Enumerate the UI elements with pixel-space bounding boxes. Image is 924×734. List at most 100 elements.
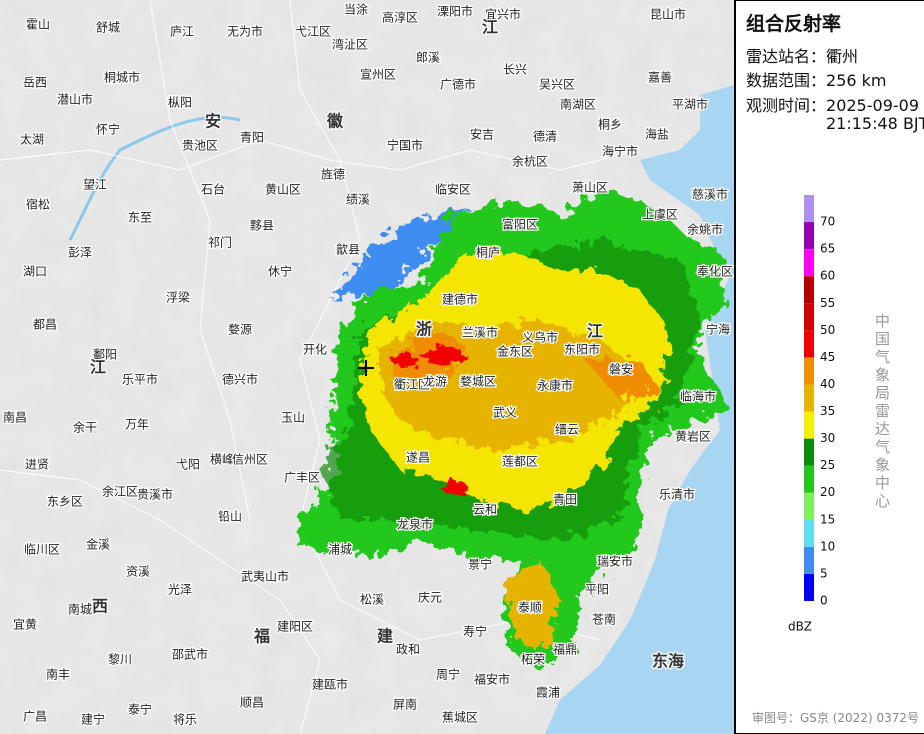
place-label: 义乌市 <box>522 330 558 345</box>
legend-tick-label: 60 <box>820 269 835 283</box>
credit: 中国气象局雷达气象中心 <box>873 313 891 511</box>
echo-heavy <box>585 360 660 400</box>
region-label: 西 <box>92 597 108 616</box>
legend-tick-label: 15 <box>820 512 835 526</box>
legend-swatch <box>804 222 814 250</box>
time-date: 2025-09-09 <box>826 96 919 115</box>
place-label: 信州区 <box>232 453 268 467</box>
place-label: 桐乡 <box>598 118 622 132</box>
place-label: 金溪 <box>86 537 110 552</box>
place-label: 苍南 <box>592 612 616 627</box>
place-label: 乐清市 <box>659 487 695 502</box>
place-label: 兰溪市 <box>462 325 498 340</box>
legend-swatch <box>804 465 814 493</box>
legend-tick-label: 50 <box>820 323 835 337</box>
legend-swatch <box>804 195 814 223</box>
place-label: 霞浦 <box>536 686 560 700</box>
panel-title: 组合反射率 <box>746 13 842 35</box>
legend-swatch <box>804 330 814 358</box>
legend-tick-label: 0 <box>820 594 828 608</box>
place-label: 昆山市 <box>650 7 686 22</box>
place-label: 青田 <box>553 493 577 507</box>
place-label: 宁国市 <box>387 138 423 153</box>
place-label: 将乐 <box>173 713 197 727</box>
legend-tick-label: 55 <box>820 296 835 310</box>
legend-tick-label: 10 <box>820 539 835 553</box>
place-label: 黎川 <box>108 653 132 667</box>
time-row: 观测时间：2025-09-09 <box>746 92 919 116</box>
legend-swatch <box>804 492 814 520</box>
place-label: 弋阳 <box>176 458 200 472</box>
place-label: 福安市 <box>474 672 510 687</box>
place-label: 石台 <box>201 182 225 197</box>
place-label: 溧阳市 <box>437 4 473 19</box>
place-label: 潜山市 <box>57 92 93 107</box>
place-label: 南昌 <box>3 410 27 425</box>
region-label: 福 <box>253 627 270 646</box>
legend-swatch <box>804 519 814 547</box>
time-clock: 21:15:48 BJT <box>826 114 924 133</box>
place-label: 福鼎 <box>553 642 577 657</box>
legend-tick-label: 30 <box>820 431 835 445</box>
place-label: 遂昌 <box>406 451 430 465</box>
sea <box>545 85 734 734</box>
place-label: 婺源 <box>228 322 252 337</box>
echo-intense <box>391 354 419 366</box>
place-label: 东至 <box>128 211 152 225</box>
place-label: 庆元 <box>418 591 442 605</box>
place-label: 南城 <box>68 602 92 617</box>
place-label: 武义 <box>493 406 517 420</box>
place-label: 蕉城区 <box>442 711 478 725</box>
place-label: 舒城 <box>96 21 120 35</box>
place-label: 屏南 <box>393 697 417 712</box>
legend: dBZ 0 5 10 15 20 25 30 35 40 45 50 55 60 65 70 <box>788 195 835 634</box>
info-panel: 组合反射率 雷达站名：衢州 数据范围：256 km 观测时间：2025-09-0… <box>734 0 924 734</box>
place-label: 磐安 <box>609 362 633 377</box>
place-label: 长兴 <box>503 63 527 77</box>
place-label: 太湖 <box>20 132 44 147</box>
place-label: 嘉善 <box>648 70 672 85</box>
place-label: 歙县 <box>336 242 360 257</box>
field-label: 雷达站名： <box>746 47 827 66</box>
place-label: 宜黄 <box>13 617 37 632</box>
legend-tick-label: 20 <box>820 485 835 499</box>
boundaries <box>0 0 641 734</box>
legend-swatch <box>804 411 814 439</box>
place-label: 缙云 <box>555 423 579 437</box>
place-label: 东乡区 <box>47 495 83 509</box>
place-label: 郎溪 <box>416 51 440 65</box>
place-label: 海盐 <box>645 127 669 142</box>
place-label: 青阳 <box>240 131 264 145</box>
place-label: 旌德 <box>321 167 345 182</box>
echo-intense <box>420 346 464 364</box>
place-label: 彭泽 <box>68 246 92 260</box>
place-label: 余干 <box>73 420 97 435</box>
radar-echo <box>295 190 730 670</box>
region-label: 东海 <box>652 652 684 671</box>
place-label: 富阳区 <box>502 217 538 232</box>
station-name: 衢州 <box>826 47 859 66</box>
radar-station <box>358 360 374 376</box>
place-label: 龙游 <box>423 375 447 389</box>
place-label: 休宁 <box>268 264 292 279</box>
place-label: 弋江区 <box>295 25 331 39</box>
legend-swatch <box>804 438 814 466</box>
legend-tick-label: 5 <box>820 566 828 580</box>
place-label: 武夷山市 <box>241 569 289 584</box>
place-label: 玉山 <box>281 411 305 425</box>
place-label: 霍山 <box>26 18 50 32</box>
place-label: 黄山区 <box>265 183 301 197</box>
place-label: 临川区 <box>24 543 60 557</box>
legend-swatch <box>804 276 814 304</box>
place-label: 衢江区 <box>394 378 430 392</box>
place-label: 乐平市 <box>122 372 158 387</box>
echo-intense <box>441 483 469 493</box>
place-label: 湾沚区 <box>332 37 368 52</box>
place-label: 泰宁 <box>128 702 152 717</box>
place-label: 平湖市 <box>672 97 708 112</box>
place-label: 庐江 <box>170 24 194 39</box>
place-label: 政和 <box>396 643 420 657</box>
legend-swatch <box>804 573 814 601</box>
place-label: 永康市 <box>537 378 573 393</box>
